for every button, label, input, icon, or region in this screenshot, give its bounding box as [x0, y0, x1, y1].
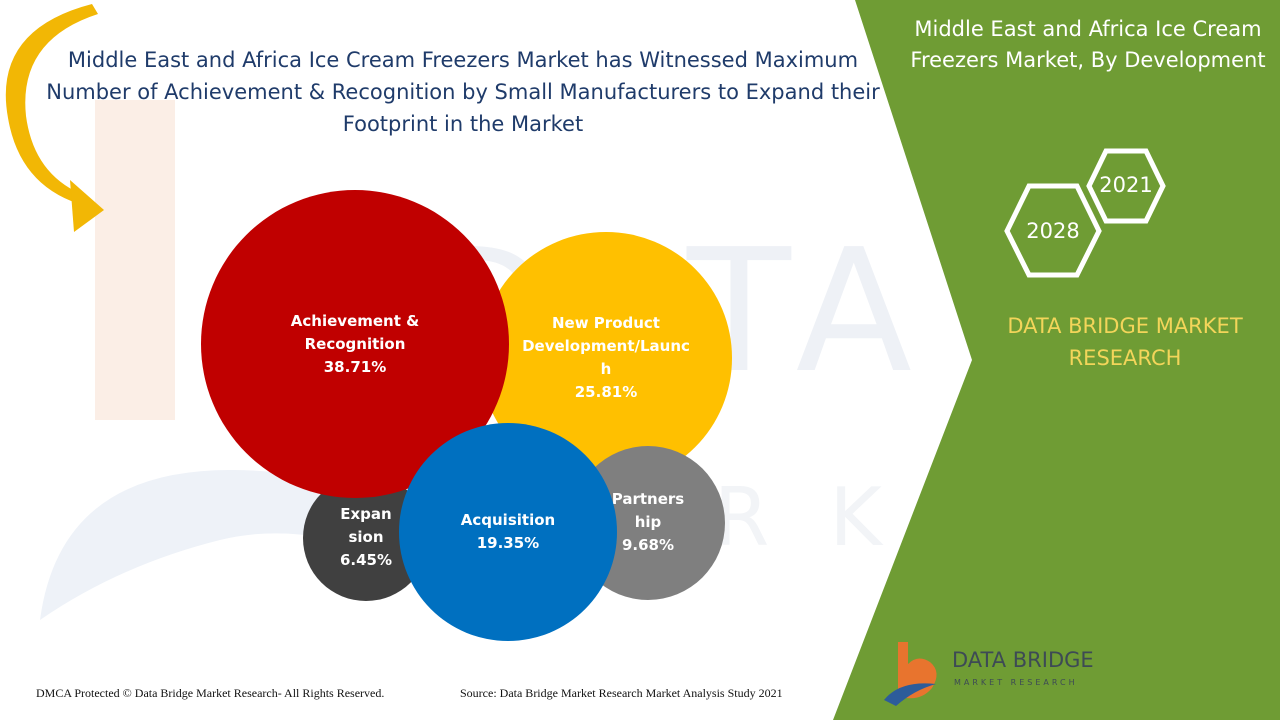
- bubble-value-label: 9.68%: [621, 536, 675, 555]
- bubble-label-line: Achievement &: [290, 311, 420, 330]
- bubble-label-line: hip: [634, 513, 662, 532]
- bubble-label-line: Recognition: [304, 334, 406, 353]
- bubble-label-line: Partners: [611, 490, 685, 509]
- bubble-acquisition: Acquisition 19.35%: [399, 423, 617, 641]
- year-2021-label: 2021: [1099, 173, 1153, 197]
- bubble-label-line: h: [600, 359, 612, 378]
- bubble-value-label: 6.45%: [339, 551, 392, 570]
- page-title: Middle East and Africa Ice Cream Freezer…: [46, 48, 880, 136]
- logo-mark-swoosh-icon: [884, 683, 936, 706]
- bubble-label-line: New Product: [552, 313, 660, 332]
- copyright-notice: DMCA Protected © Data Bridge Market Rese…: [36, 686, 385, 700]
- watermark-logo-shape: [95, 100, 175, 420]
- bubble-label-line: Development/Launc: [522, 336, 690, 355]
- logo-tagline: MARKET RESEARCH: [954, 678, 1078, 687]
- hexagon-back-icon: [1086, 148, 1166, 224]
- bubble-value-label: 38.71%: [323, 357, 387, 376]
- bubble-label-line: Acquisition: [460, 510, 556, 529]
- side-panel-brand: DATA BRIDGE MARKET RESEARCH: [1007, 314, 1243, 370]
- curved-arrow-head-icon: [70, 180, 104, 232]
- side-panel-background: [833, 0, 1280, 720]
- curved-arrow-icon: [5, 4, 98, 206]
- bubble-value-label: 19.35%: [476, 533, 540, 552]
- bubble-label-line: Expan: [340, 505, 392, 524]
- source-note: Source: Data Bridge Market Research Mark…: [460, 686, 783, 700]
- bubble-label-line: sion: [348, 528, 384, 547]
- bubble-value-label: 25.81%: [574, 382, 638, 401]
- year-2028-label: 2028: [1026, 219, 1080, 243]
- logo-name: DATA BRIDGE: [952, 648, 1094, 672]
- side-panel-title: Middle East and Africa Ice Cream Freezer…: [910, 17, 1266, 72]
- hexagon-front-icon: [1004, 183, 1102, 278]
